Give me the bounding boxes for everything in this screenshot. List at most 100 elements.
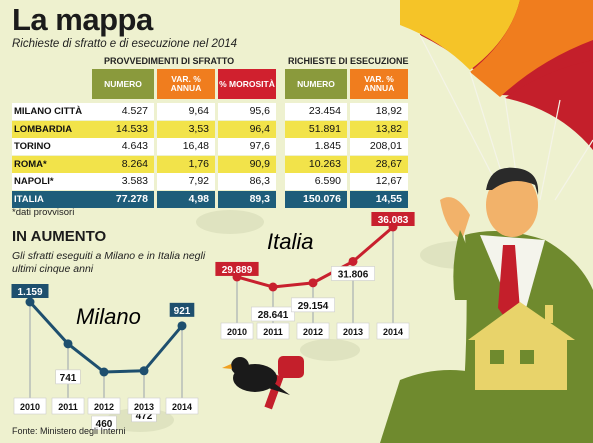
data-point: [99, 367, 109, 377]
data-label: 31.806: [338, 269, 369, 280]
tick-label-bg: [51, 397, 85, 415]
key-icon: [264, 356, 304, 410]
x-tick-label: 2014: [172, 402, 192, 412]
tick-label-bg: [127, 397, 161, 415]
table-row: ITALIA 77.278 4,98 89,3 150.076 14,55: [12, 190, 408, 208]
cell-var: 7,92: [157, 173, 215, 190]
x-tick-label: 2012: [303, 327, 323, 337]
col-header-numero: NUMERO: [92, 69, 154, 99]
data-label: 921: [174, 306, 191, 317]
data-label: 29.889: [222, 265, 253, 276]
tick-label-bg: [376, 322, 410, 340]
parachute-canopy: [400, 0, 593, 150]
crow-icon: [222, 357, 290, 395]
row-city-label: LOMBARDIA: [12, 120, 92, 138]
cell-var: 4,98: [157, 190, 215, 208]
cell-numero: 4.527: [92, 103, 154, 120]
note-provvisori: *dati provvisori: [12, 207, 75, 218]
x-tick-label: 2013: [343, 327, 363, 337]
cell-numero2: 23.454: [285, 103, 347, 120]
data-label: 741: [60, 373, 77, 384]
row-city-label: MILANO CITTÀ: [12, 103, 92, 120]
col-header-morosita: % MOROSITÀ: [218, 69, 276, 99]
page-title: La mappa: [12, 2, 153, 37]
data-label-bg: [251, 306, 295, 322]
table-row: NAPOLI* 3.583 7,92 86,3 6.590 12,67: [12, 173, 408, 190]
section-description: Gli sfratti eseguiti a Milano e in Itali…: [12, 250, 206, 275]
cell-var2: 14,55: [350, 190, 408, 208]
cell-morosita: 97,6: [218, 138, 276, 155]
x-tick-label: 2014: [383, 327, 403, 337]
x-tick-label: 2011: [58, 402, 78, 412]
cell-var2: 18,92: [350, 103, 408, 120]
tick-label-bg: [165, 397, 199, 415]
page-subtitle: Richieste di sfratto e di esecuzione nel…: [12, 38, 238, 50]
row-city-label: NAPOLI*: [12, 173, 92, 190]
cell-numero2: 150.076: [285, 190, 347, 208]
data-label: 29.154: [298, 301, 329, 312]
cell-numero: 8.264: [92, 155, 154, 173]
col-header-numero2: NUMERO: [285, 69, 347, 99]
data-label: 36.083: [378, 215, 409, 226]
cell-morosita: 86,3: [218, 173, 276, 190]
tick-label-bg: [296, 322, 330, 340]
tick-label-bg: [220, 322, 254, 340]
cell-numero2: 6.590: [285, 173, 347, 190]
house-icon: [468, 302, 575, 390]
data-point: [177, 321, 187, 331]
cell-var: 1,76: [157, 155, 215, 173]
data-point: [25, 297, 35, 307]
data-label-bg: [215, 261, 259, 276]
table-row: ROMA* 8.264 1,76 90,9 10.263 28,67: [12, 155, 408, 173]
tick-label-bg: [87, 397, 121, 415]
cell-numero2: 1.845: [285, 138, 347, 155]
tick-label-bg: [336, 322, 370, 340]
cell-var: 3,53: [157, 120, 215, 138]
cell-var: 9,64: [157, 103, 215, 120]
cell-morosita: 96,4: [218, 120, 276, 138]
group-header-esecuzione: RICHIESTE DI ESECUZIONE: [288, 56, 409, 66]
row-city-label: ITALIA: [12, 190, 92, 208]
x-tick-label: 2010: [20, 402, 40, 412]
cell-var2: 208,01: [350, 138, 408, 155]
table-row: LOMBARDIA 14.533 3,53 96,4 51.891 13,82: [12, 120, 408, 138]
data-label-bg: [331, 266, 375, 281]
data-point: [348, 256, 358, 266]
data-label-bg: [169, 302, 195, 317]
parachute-ropes: [419, 34, 593, 201]
chart-italia: 29.889 2010 28.641 2011 29.154 2012 31.806 2013…: [215, 212, 415, 340]
data-point: [139, 366, 149, 376]
data-label-bg: [55, 369, 81, 385]
source-note: Fonte: Ministero degli Interni: [12, 426, 126, 436]
data-point: [63, 339, 73, 349]
data-label: 472: [136, 411, 153, 422]
chart-title: Italia: [267, 229, 313, 254]
data-label-bg: [91, 415, 117, 430]
cell-numero: 4.643: [92, 138, 154, 155]
data-label-bg: [291, 297, 335, 313]
cell-morosita: 89,3: [218, 190, 276, 208]
x-tick-label: 2012: [94, 402, 114, 412]
row-city-label: ROMA*: [12, 155, 92, 173]
table-row: MILANO CITTÀ 4.527 9,64 95,6 23.454 18,92: [12, 103, 408, 120]
chart-title: Milano: [76, 304, 141, 329]
table-row: TORINO 4.643 16,48 97,6 1.845 208,01: [12, 138, 408, 155]
data-point: [308, 278, 318, 288]
cell-morosita: 95,6: [218, 103, 276, 120]
tick-label-bg: [13, 397, 47, 415]
x-tick-label: 2010: [227, 327, 247, 337]
section-title: IN AUMENTO: [12, 228, 107, 245]
cell-var2: 28,67: [350, 155, 408, 173]
data-label: 28.641: [258, 310, 289, 321]
data-label: 460: [96, 419, 113, 430]
col-header-var2: VAR. % ANNUA: [350, 69, 408, 99]
data-label-bg: [11, 284, 49, 298]
tick-label-bg: [256, 322, 290, 340]
cell-numero: 14.533: [92, 120, 154, 138]
cell-numero2: 10.263: [285, 155, 347, 173]
data-label-bg: [371, 212, 415, 226]
cell-numero: 3.583: [92, 173, 154, 190]
cell-var2: 12,67: [350, 173, 408, 190]
